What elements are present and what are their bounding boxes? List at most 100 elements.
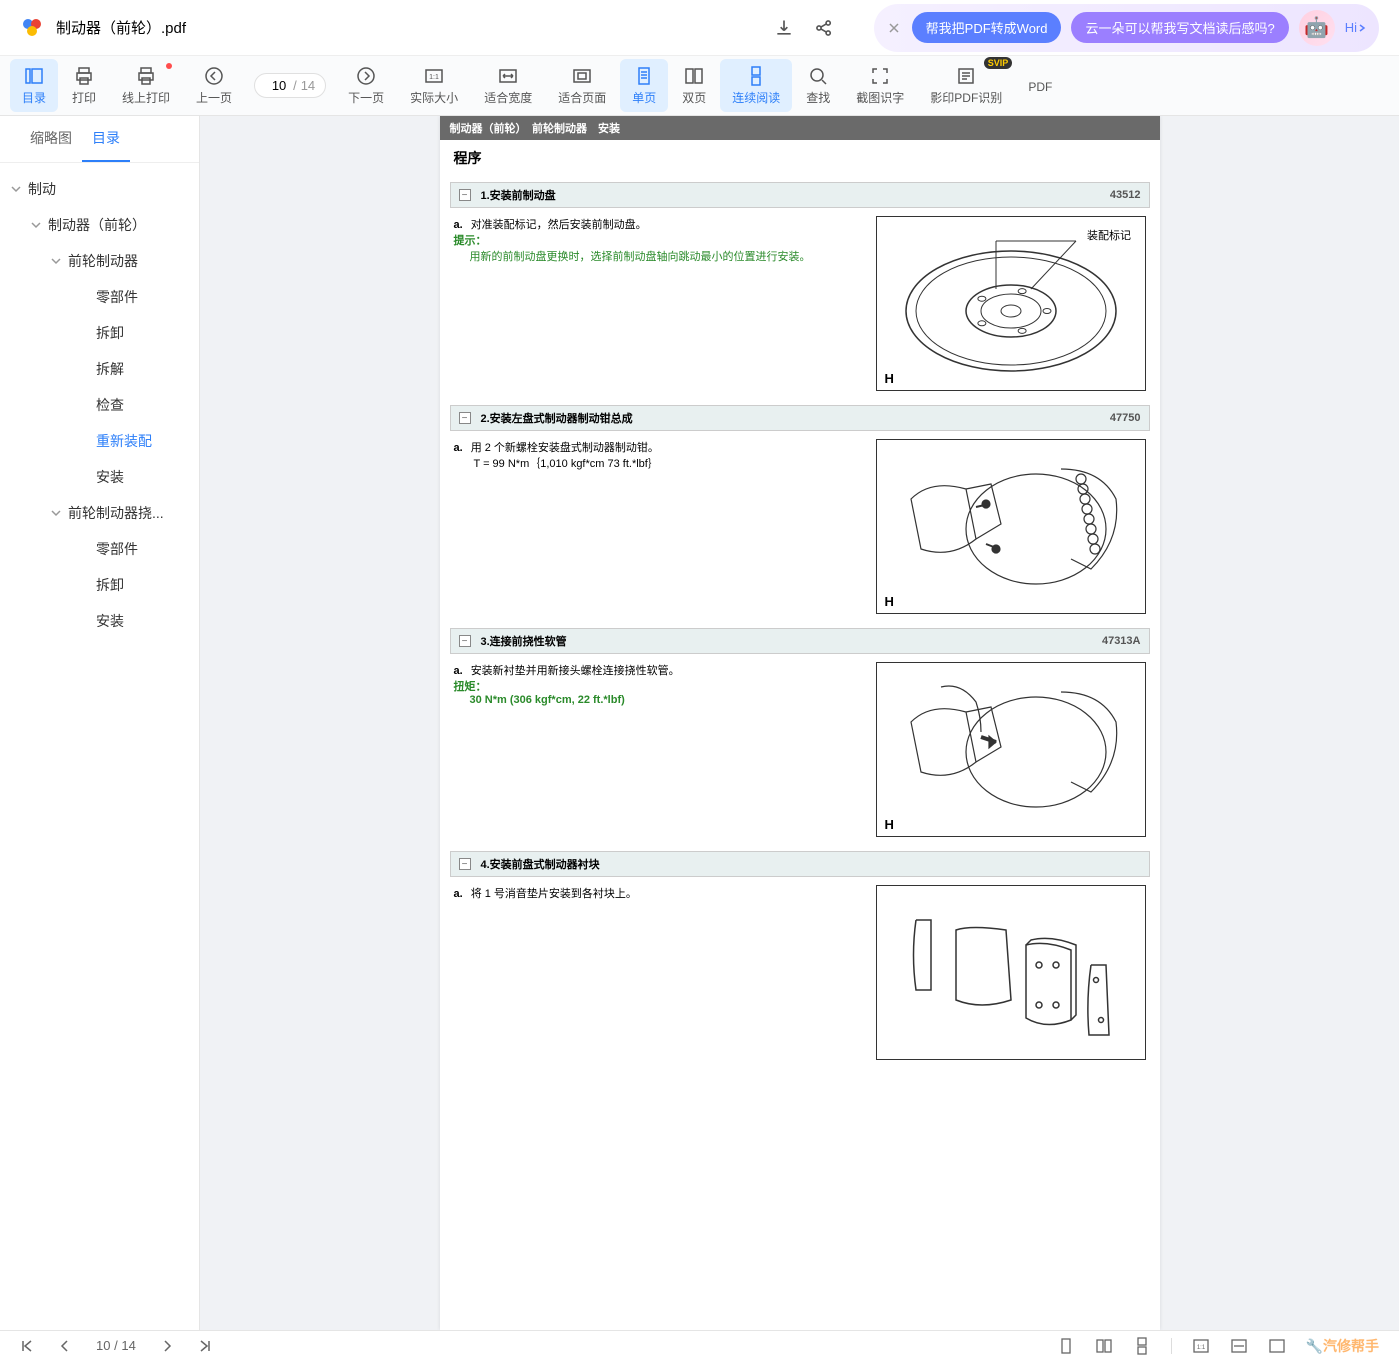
svg-text:1:1: 1:1 bbox=[429, 74, 439, 81]
collapse-icon[interactable]: − bbox=[459, 635, 471, 647]
continuous-button[interactable]: 连续阅读 bbox=[720, 59, 792, 112]
online-print-icon bbox=[136, 65, 156, 87]
collapse-icon[interactable]: − bbox=[459, 412, 471, 424]
next-page-label: 下一页 bbox=[348, 89, 384, 106]
tree-item-label: 制动 bbox=[28, 179, 56, 199]
fit-width-button[interactable]: 适合宽度 bbox=[472, 59, 544, 112]
notification-dot bbox=[166, 63, 172, 69]
hi-button[interactable]: Hi bbox=[1345, 20, 1367, 35]
ai-avatar-icon[interactable]: 🤖 bbox=[1299, 10, 1335, 46]
promo-close-icon[interactable] bbox=[886, 20, 902, 36]
current-page: 10 bbox=[96, 1338, 110, 1353]
chevron-down-icon bbox=[50, 255, 62, 267]
step-header: − 1.安装前制动盘 43512 bbox=[450, 182, 1150, 208]
item-marker: a. bbox=[454, 442, 463, 454]
status-bar: 10 / 14 1:1 🔧汽修帮手 bbox=[0, 1330, 1399, 1360]
step-body: a.对准装配标记，然后安装前制动盘。提示：用新的前制动盘更换时，选择前制动盘轴向… bbox=[440, 208, 1160, 399]
page-number-input[interactable] bbox=[265, 78, 293, 93]
print-label: 打印 bbox=[72, 89, 96, 106]
view-double-icon[interactable] bbox=[1095, 1337, 1113, 1355]
tree-item[interactable]: 拆卸 bbox=[0, 315, 199, 351]
prev-page-button[interactable]: 上一页 bbox=[184, 59, 244, 112]
tree-item[interactable]: 制动器（前轮） bbox=[0, 207, 199, 243]
tree-item[interactable]: 零部件 bbox=[0, 279, 199, 315]
tree-item[interactable]: 检查 bbox=[0, 387, 199, 423]
step-diagram: 装配标记 H bbox=[876, 216, 1146, 391]
tab-catalog[interactable]: 目录 bbox=[82, 116, 130, 162]
document-viewer[interactable]: 制动器（前轮） 前轮制动器 安装 程序 − 1.安装前制动盘 43512 a.对… bbox=[200, 116, 1399, 1330]
tree-item-label: 拆解 bbox=[96, 359, 124, 379]
online-print-label: 线上打印 bbox=[122, 89, 170, 106]
view-continuous-icon[interactable] bbox=[1133, 1337, 1151, 1355]
tree-item[interactable]: 前轮制动器 bbox=[0, 243, 199, 279]
tree-item[interactable]: 安装 bbox=[0, 459, 199, 495]
titlebar-actions: 帮我把PDF转成Word 云一朵可以帮我写文档读后感吗? 🤖 Hi bbox=[774, 4, 1379, 52]
catalog-label: 目录 bbox=[22, 89, 46, 106]
promo-pill-convert[interactable]: 帮我把PDF转成Word bbox=[912, 12, 1062, 43]
share-icon[interactable] bbox=[814, 18, 834, 38]
diagram-corner-label: H bbox=[885, 817, 894, 832]
fit-page-icon bbox=[572, 65, 592, 87]
step-instruction: 安装新衬垫并用新接头螺栓连接挠性软管。 bbox=[471, 665, 680, 677]
page-input-box[interactable]: / 14 bbox=[254, 73, 326, 98]
tree-item[interactable]: 安装 bbox=[0, 603, 199, 639]
first-page-icon[interactable] bbox=[20, 1339, 34, 1353]
collapse-icon[interactable]: − bbox=[459, 858, 471, 870]
single-page-label: 单页 bbox=[632, 89, 656, 106]
double-page-button[interactable]: 双页 bbox=[670, 59, 718, 112]
tree-item-label: 重新装配 bbox=[96, 431, 152, 451]
step-diagram: H bbox=[876, 439, 1146, 614]
fit-page-label: 适合页面 bbox=[558, 89, 606, 106]
last-page-icon[interactable] bbox=[198, 1339, 212, 1353]
promo-pill-ai[interactable]: 云一朵可以帮我写文档读后感吗? bbox=[1071, 12, 1288, 43]
item-marker: a. bbox=[454, 219, 463, 231]
tree-item[interactable]: 拆解 bbox=[0, 351, 199, 387]
view-fit-width-icon[interactable] bbox=[1230, 1337, 1248, 1355]
tree-item[interactable]: 零部件 bbox=[0, 531, 199, 567]
actual-size-button[interactable]: 1:1 实际大小 bbox=[398, 59, 470, 112]
chevron-down-icon bbox=[30, 219, 42, 231]
prev-page-icon[interactable] bbox=[58, 1339, 72, 1353]
actual-size-label: 实际大小 bbox=[410, 89, 458, 106]
view-single-icon[interactable] bbox=[1057, 1337, 1075, 1355]
step-instruction: 将 1 号消音垫片安装到各衬块上。 bbox=[471, 888, 637, 900]
print-icon bbox=[74, 65, 94, 87]
view-controls: 1:1 🔧汽修帮手 bbox=[1057, 1336, 1379, 1356]
pdf-tools-button[interactable]: PDF bbox=[1016, 72, 1064, 100]
svg-text:1:1: 1:1 bbox=[1196, 1345, 1205, 1351]
tree-item[interactable]: 制动 bbox=[0, 171, 199, 207]
step-text: a.安装新衬垫并用新接头螺栓连接挠性软管。扭矩：30 N*m (306 kgf*… bbox=[454, 662, 864, 837]
view-fit-page-icon[interactable] bbox=[1268, 1337, 1286, 1355]
fit-page-button[interactable]: 适合页面 bbox=[546, 59, 618, 112]
tab-thumbnail[interactable]: 缩略图 bbox=[20, 116, 82, 162]
procedure-title: 程序 bbox=[440, 140, 1160, 176]
view-actual-icon[interactable]: 1:1 bbox=[1192, 1337, 1210, 1355]
prev-page-label: 上一页 bbox=[196, 89, 232, 106]
step-title: 3.连接前挠性软管 bbox=[481, 633, 1102, 649]
torque-label: 扭矩： bbox=[454, 678, 864, 694]
tree-item-label: 零部件 bbox=[96, 539, 138, 559]
catalog-icon bbox=[24, 65, 44, 87]
step-text: a.对准装配标记，然后安装前制动盘。提示：用新的前制动盘更换时，选择前制动盘轴向… bbox=[454, 216, 864, 391]
search-button[interactable]: 查找 bbox=[794, 59, 842, 112]
print-button[interactable]: 打印 bbox=[60, 59, 108, 112]
single-page-button[interactable]: 单页 bbox=[620, 59, 668, 112]
online-print-button[interactable]: 线上打印 bbox=[110, 59, 182, 112]
scan-pdf-ocr-button[interactable]: SVIP 影印PDF识别 bbox=[918, 59, 1014, 112]
catalog-button[interactable]: 目录 bbox=[10, 59, 58, 112]
screenshot-ocr-button[interactable]: 截图识字 bbox=[844, 59, 916, 112]
step-text: a.将 1 号消音垫片安装到各衬块上。 bbox=[454, 885, 864, 1060]
next-page-button[interactable]: 下一页 bbox=[336, 59, 396, 112]
collapse-icon[interactable]: − bbox=[459, 189, 471, 201]
download-icon[interactable] bbox=[774, 18, 794, 38]
tree-item[interactable]: 重新装配 bbox=[0, 423, 199, 459]
watermark: 🔧汽修帮手 bbox=[1306, 1336, 1379, 1356]
hint-label: 提示： bbox=[454, 232, 864, 248]
total-pages: 14 bbox=[121, 1338, 135, 1353]
app-logo bbox=[20, 16, 44, 40]
tree-item[interactable]: 前轮制动器挠... bbox=[0, 495, 199, 531]
tree-item[interactable]: 拆卸 bbox=[0, 567, 199, 603]
search-icon bbox=[808, 65, 828, 87]
next-page-icon[interactable] bbox=[160, 1339, 174, 1353]
tree-item-label: 前轮制动器挠... bbox=[68, 503, 164, 523]
